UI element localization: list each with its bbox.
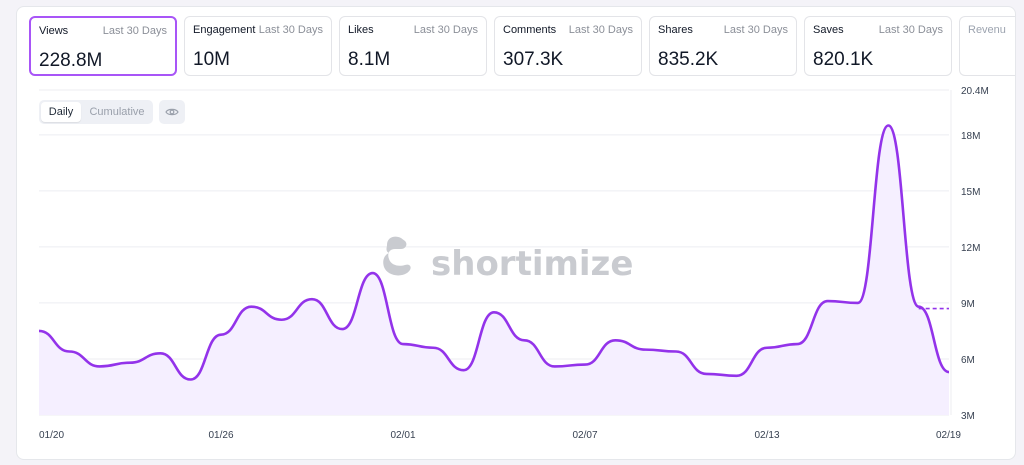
stat-card-engagement[interactable]: Engagement Last 30 Days 10M	[184, 16, 332, 76]
stat-value: 307.3K	[503, 49, 564, 70]
data-point-02-05[interactable]	[521, 337, 527, 343]
x-tick-label: 02/19	[936, 430, 961, 441]
stat-period: Last 30 Days	[102, 25, 167, 37]
data-point-01-21[interactable]	[66, 348, 72, 354]
data-point-02-04[interactable]	[491, 309, 497, 315]
y-tick-label: 20.4M	[961, 86, 989, 97]
shortimize-logo-icon	[383, 236, 411, 276]
y-tick-label: 3M	[961, 411, 975, 422]
watermark-text: shortimize	[431, 244, 633, 284]
data-point-02-12[interactable]	[734, 373, 740, 379]
data-point-01-22[interactable]	[97, 363, 103, 369]
data-point-01-27[interactable]	[248, 304, 254, 310]
analytics-panel: Views Last 30 Days 228.8M Engagement Last 30…	[16, 6, 1016, 460]
views-line	[38, 124, 950, 381]
data-point-02-17[interactable]	[885, 122, 891, 128]
y-tick-label: 6M	[961, 355, 975, 366]
data-point-02-10[interactable]	[673, 348, 679, 354]
visibility-toggle-button[interactable]	[159, 100, 185, 124]
data-point-02-16[interactable]	[855, 300, 861, 306]
stat-card-likes[interactable]: Likes Last 30 Days 8.1M	[339, 16, 487, 76]
x-tick-label: 02/07	[572, 430, 597, 441]
data-point-02-09[interactable]	[643, 347, 649, 353]
stat-label: Shares	[658, 24, 693, 36]
stat-period: Last 30 Days	[568, 24, 633, 36]
stat-period: Last 30 Days	[258, 24, 323, 36]
data-point-01-24[interactable]	[157, 350, 163, 356]
stat-cards: Views Last 30 Days 228.8M Engagement Last 30…	[29, 16, 1015, 78]
data-point-01-28[interactable]	[279, 317, 285, 323]
y-tick-label: 12M	[961, 243, 980, 254]
stat-value: 10M	[193, 49, 230, 70]
data-point-01-23[interactable]	[127, 360, 133, 366]
chart-watermark: shortimize	[383, 236, 633, 284]
stat-card-saves[interactable]: Saves Last 30 Days 820.1K	[804, 16, 952, 76]
x-tick-label: 01/26	[208, 430, 233, 441]
stat-period: Last 30 Days	[723, 24, 788, 36]
y-tick-label: 9M	[961, 299, 975, 310]
stat-card-comments[interactable]: Comments Last 30 Days 307.3K	[494, 16, 642, 76]
data-point-02-13[interactable]	[764, 345, 770, 351]
y-tick-label: 18M	[961, 131, 980, 142]
stat-value: 820.1K	[813, 49, 874, 70]
data-point-02-01[interactable]	[400, 341, 406, 347]
data-point-02-19[interactable]	[946, 369, 952, 375]
data-point-02-14[interactable]	[794, 341, 800, 347]
stat-card-views[interactable]: Views Last 30 Days 228.8M	[29, 16, 177, 76]
data-point-02-07[interactable]	[582, 362, 588, 368]
stat-label: Revenu	[968, 24, 1006, 36]
y-axis: 3M 6M 9M 12M 15M 18M 20.4M	[961, 86, 989, 422]
stat-label: Engagement	[193, 24, 256, 36]
stat-label: Views	[39, 25, 69, 37]
data-point-01-29[interactable]	[309, 296, 315, 302]
data-point-02-15[interactable]	[825, 298, 831, 304]
cumulative-toggle-option[interactable]: Cumulative	[89, 106, 145, 118]
data-point-02-11[interactable]	[703, 371, 709, 377]
stat-card-shares[interactable]: Shares Last 30 Days 835.2K	[649, 16, 797, 76]
data-point-01-26[interactable]	[218, 332, 224, 338]
data-point-02-08[interactable]	[612, 337, 618, 343]
stat-card-revenu[interactable]: Revenu	[959, 16, 1015, 76]
stat-label: Likes	[348, 24, 374, 36]
data-point-02-18[interactable]	[916, 304, 922, 310]
stat-label: Comments	[503, 24, 557, 36]
data-point-01-31[interactable]	[370, 270, 376, 276]
data-point-01-20[interactable]	[36, 328, 42, 334]
data-point-02-02[interactable]	[430, 345, 436, 351]
stat-value: 8.1M	[348, 49, 391, 70]
stat-label: Saves	[813, 24, 844, 36]
x-axis: 01/20 01/26 02/01 02/07 02/13 02/19	[39, 430, 961, 441]
x-tick-label: 01/20	[39, 430, 64, 441]
views-area-fill	[39, 125, 949, 416]
y-tick-label: 15M	[961, 187, 980, 198]
data-point-02-06[interactable]	[552, 363, 558, 369]
stat-value: 228.8M	[39, 50, 103, 71]
eye-icon	[165, 108, 179, 116]
x-tick-label: 02/13	[754, 430, 779, 441]
stat-period: Last 30 Days	[413, 24, 478, 36]
x-tick-label: 02/01	[390, 430, 415, 441]
data-point-02-03[interactable]	[461, 367, 467, 373]
view-mode-toggle: Daily Cumulative	[39, 100, 153, 124]
data-point-01-25[interactable]	[188, 377, 194, 383]
daily-toggle-option[interactable]: Daily	[41, 102, 81, 122]
data-point-01-30[interactable]	[339, 326, 345, 332]
stat-value: 835.2K	[658, 49, 719, 70]
stat-period: Last 30 Days	[878, 24, 943, 36]
